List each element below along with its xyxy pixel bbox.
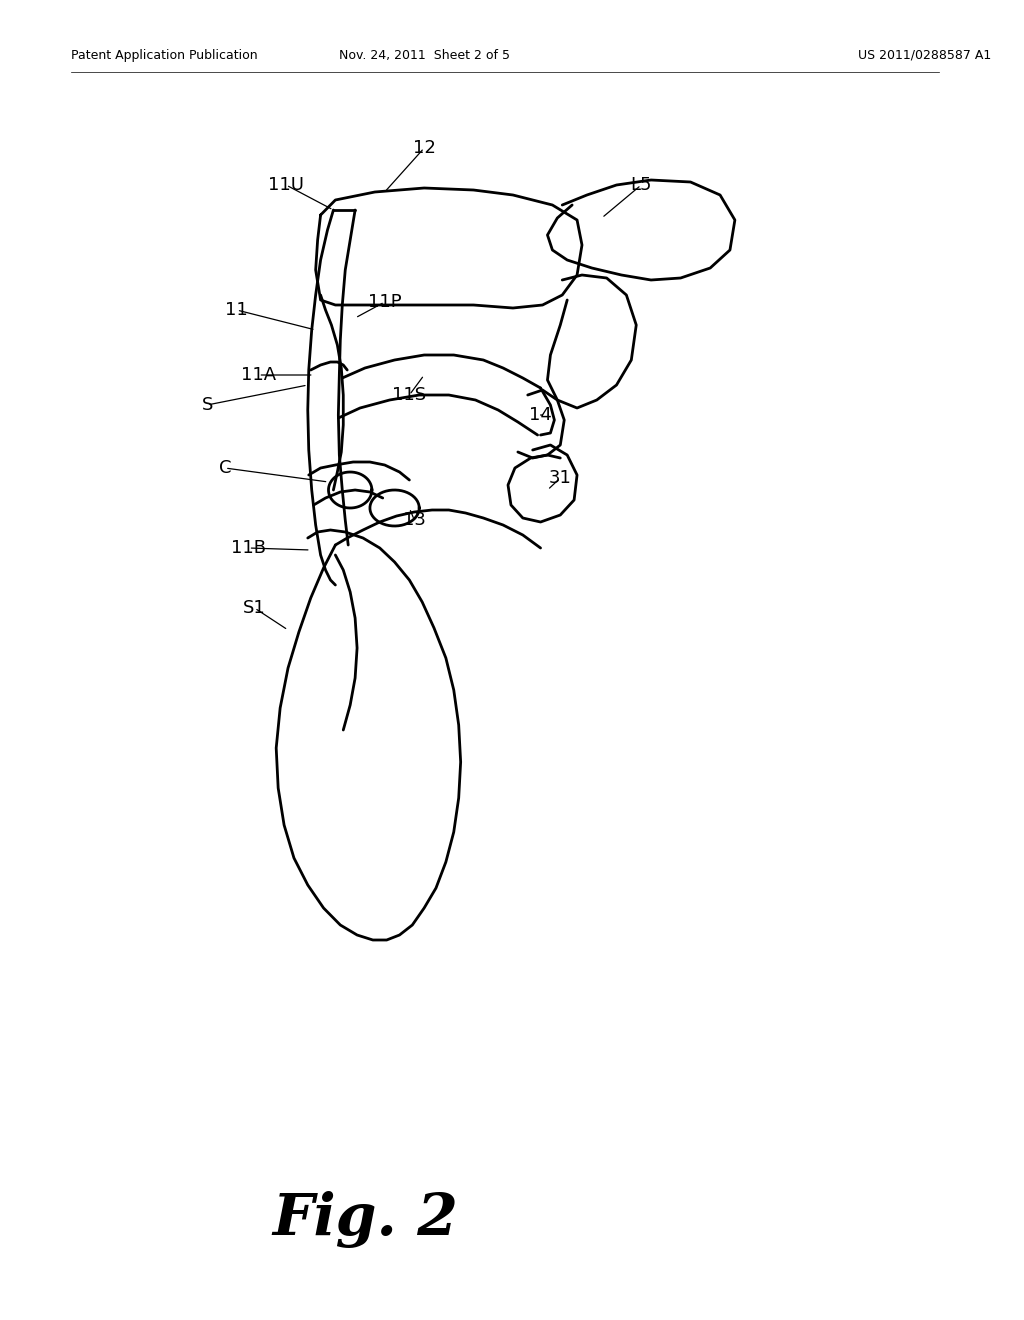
- Text: Fig. 2: Fig. 2: [272, 1192, 458, 1249]
- Text: Nov. 24, 2011  Sheet 2 of 5: Nov. 24, 2011 Sheet 2 of 5: [339, 49, 510, 62]
- Text: 11S: 11S: [392, 385, 426, 404]
- Text: 11A: 11A: [241, 366, 276, 384]
- Text: 11P: 11P: [368, 293, 401, 312]
- Text: 13: 13: [402, 511, 426, 529]
- Text: C: C: [219, 459, 231, 477]
- Text: L5: L5: [631, 176, 652, 194]
- Text: 11: 11: [225, 301, 248, 319]
- Text: 11U: 11U: [268, 176, 304, 194]
- Text: 12: 12: [413, 139, 435, 157]
- Text: S: S: [202, 396, 213, 414]
- Text: US 2011/0288587 A1: US 2011/0288587 A1: [858, 49, 991, 62]
- Text: 11B: 11B: [231, 539, 266, 557]
- Text: 31: 31: [549, 469, 571, 487]
- Text: S1: S1: [243, 599, 266, 616]
- Text: 14: 14: [529, 407, 552, 424]
- Text: Patent Application Publication: Patent Application Publication: [71, 49, 258, 62]
